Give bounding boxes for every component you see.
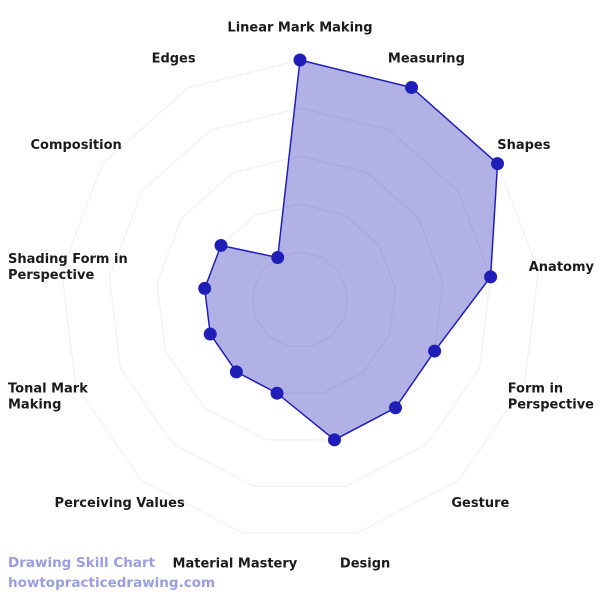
footer-title: Drawing Skill Chart — [8, 555, 156, 571]
grid-ring — [61, 59, 539, 534]
axis-label: Perceiving Values — [55, 496, 185, 511]
radar-point — [198, 281, 212, 295]
radar-point — [388, 401, 402, 415]
axis-label: Tonal Mark Making — [8, 381, 92, 412]
grid-ring — [156, 155, 444, 441]
axis-label: Linear Mark Making — [227, 21, 372, 36]
axis-label: Gesture — [451, 496, 509, 511]
axis-label: Shading Form in Perspective — [8, 252, 132, 283]
radar-point — [428, 344, 442, 358]
grid-ring — [108, 107, 492, 487]
axis-label: Design — [340, 557, 390, 572]
axis-label: Material Mastery — [173, 557, 298, 572]
axis-label: Form in Perspective — [508, 381, 594, 412]
radar-point — [327, 433, 341, 447]
axis-label: Shapes — [497, 138, 551, 153]
axis-label: Composition — [30, 138, 121, 153]
radar-point — [271, 250, 285, 264]
footer-site: howtopracticedrawing.com — [8, 575, 215, 591]
grid-ring — [251, 251, 349, 348]
axis-label: Measuring — [388, 52, 465, 67]
radar-point — [270, 386, 284, 400]
radar-area — [203, 59, 499, 441]
radar-point — [484, 270, 498, 284]
axis-label: Edges — [152, 52, 196, 67]
radar-point — [229, 365, 243, 379]
axis-label: Anatomy — [529, 260, 595, 275]
radar-point — [491, 157, 505, 171]
radar-point — [214, 238, 228, 252]
radar-point — [293, 53, 307, 67]
radar-point — [405, 80, 419, 94]
radar-point — [203, 327, 217, 341]
